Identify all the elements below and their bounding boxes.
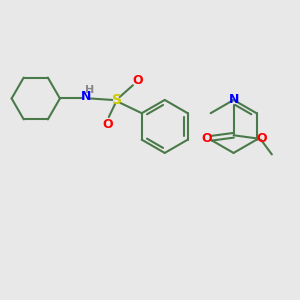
Text: H: H — [85, 85, 94, 95]
Text: N: N — [81, 91, 91, 103]
Text: S: S — [112, 93, 122, 107]
Text: O: O — [256, 132, 267, 145]
Text: O: O — [132, 74, 143, 87]
Text: O: O — [103, 118, 113, 131]
Text: N: N — [228, 93, 239, 106]
Text: O: O — [201, 132, 211, 145]
